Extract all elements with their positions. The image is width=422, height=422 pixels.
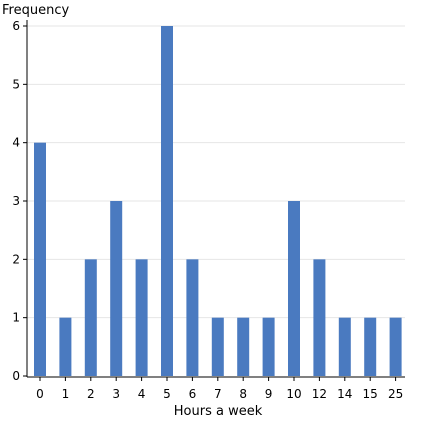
y-tick-label: 6 <box>12 19 20 33</box>
y-tick-label: 5 <box>12 77 20 91</box>
x-tick-label: 0 <box>36 387 44 401</box>
bar <box>161 26 173 376</box>
bar <box>84 259 97 376</box>
y-tick-label: 2 <box>12 252 20 266</box>
bar <box>34 142 46 376</box>
x-tick-label: 12 <box>312 387 327 401</box>
y-ticks: 0 1 2 3 4 5 6 <box>12 19 27 383</box>
bar <box>313 259 326 376</box>
bar <box>338 317 351 376</box>
bar <box>186 259 199 376</box>
x-tick-label: 8 <box>239 387 247 401</box>
bar <box>389 317 402 376</box>
x-tick-label: 2 <box>87 387 95 401</box>
x-tick-label: 6 <box>189 387 197 401</box>
bar <box>262 317 275 376</box>
bar <box>364 317 377 376</box>
bars <box>34 26 402 376</box>
x-ticks: 0 1 2 3 4 5 6 7 8 9 10 12 14 15 25 <box>36 377 403 401</box>
x-tick-label: 15 <box>363 387 378 401</box>
y-tick-label: 3 <box>12 194 20 208</box>
y-tick-label: 0 <box>12 369 20 383</box>
x-tick-label: 3 <box>112 387 120 401</box>
x-tick-label: 9 <box>265 387 273 401</box>
y-axis-title: Frequency <box>2 3 69 18</box>
bar <box>211 317 224 376</box>
x-tick-label: 4 <box>138 387 146 401</box>
x-axis-title: Hours a week <box>174 404 263 419</box>
gridlines <box>27 25 405 319</box>
y-tick-label: 1 <box>12 311 20 325</box>
bar <box>59 317 72 376</box>
x-tick-label: 14 <box>337 387 352 401</box>
x-tick-label: 7 <box>214 387 222 401</box>
bar <box>288 201 300 376</box>
y-tick-label: 4 <box>12 136 20 150</box>
x-tick-label: 5 <box>163 387 171 401</box>
x-tick-label: 1 <box>62 387 70 401</box>
x-tick-label: 25 <box>388 387 403 401</box>
bar <box>110 201 123 376</box>
bar <box>237 317 250 376</box>
bar <box>135 259 148 376</box>
x-tick-label: 10 <box>286 387 301 401</box>
